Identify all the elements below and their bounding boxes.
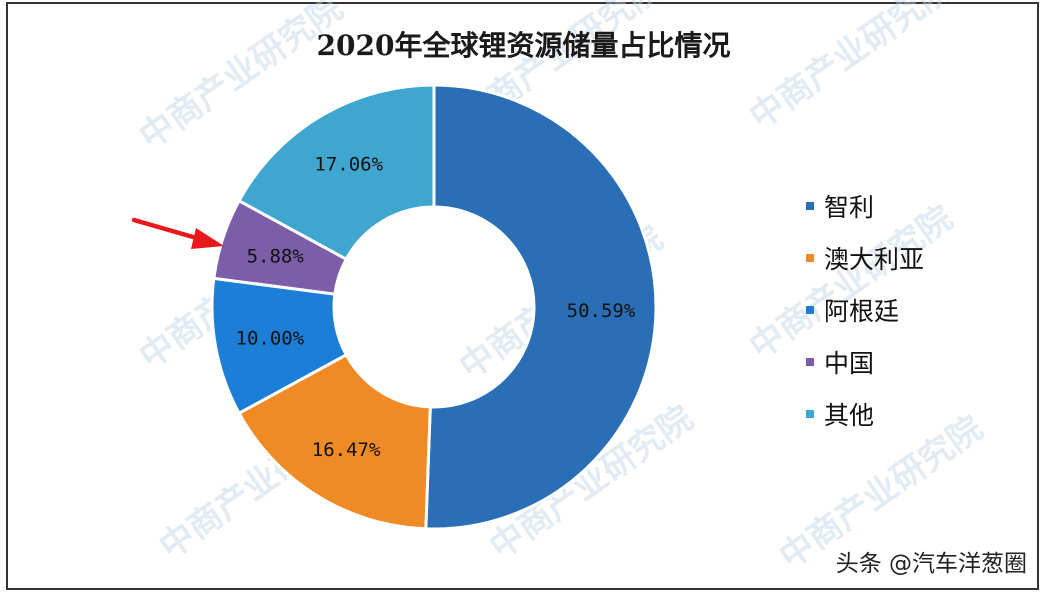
slice-value-label: 16.47% (312, 439, 381, 461)
slice-value-label: 17.06% (314, 153, 383, 175)
legend-swatch (806, 410, 814, 418)
slice-value-label: 5.88% (247, 245, 305, 267)
legend-label: 其他 (824, 401, 875, 430)
arrow-shaft (131, 217, 203, 242)
legend-swatch (806, 202, 814, 210)
arrow-head (191, 228, 224, 249)
legend: 智利澳大利亚阿根廷中国其他 (806, 180, 924, 440)
donut-slice-2 (237, 352, 432, 531)
legend-item: 智利 (806, 180, 924, 232)
chart-title: 2020年全球锂资源储量占比情况 (316, 29, 731, 62)
donut-slice-5 (237, 83, 436, 262)
legend-label: 阿根廷 (824, 297, 900, 326)
slice-labels: 50.59% 16.47% 10.00% 5.88% 17.06% (236, 153, 636, 461)
footer-source-text: 头条 @汽车洋葱圈 (835, 551, 1027, 577)
legend-swatch (806, 306, 814, 314)
legend-item: 其他 (806, 388, 924, 440)
slice-value-label: 50.59% (567, 300, 636, 322)
legend-label: 澳大利亚 (824, 245, 925, 274)
watermark-text: 中商产业研究院 (742, 0, 960, 137)
legend-item: 阿根廷 (806, 284, 924, 336)
legend-swatch (806, 358, 814, 366)
slice-value-label: 10.00% (236, 328, 305, 350)
legend-swatch (806, 254, 814, 262)
annotation-arrow (131, 217, 224, 249)
legend-item: 澳大利亚 (806, 232, 924, 284)
donut-slices (210, 83, 658, 531)
legend-item: 中国 (806, 336, 924, 388)
donut-slice-1 (424, 83, 658, 531)
legend-label: 智利 (824, 193, 875, 222)
legend-label: 中国 (824, 349, 875, 378)
